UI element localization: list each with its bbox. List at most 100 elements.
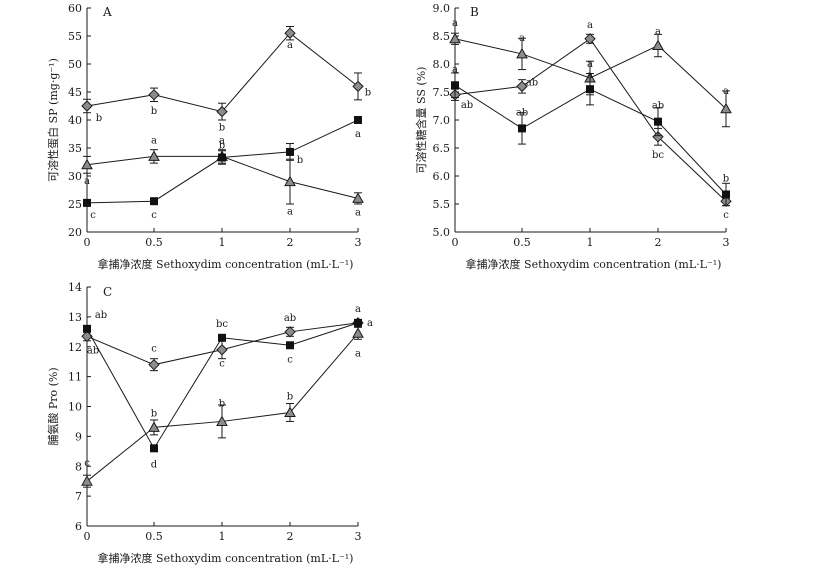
y-tick-label: 9 [75, 430, 82, 443]
x-tick-label: 3 [355, 236, 362, 249]
significance-label: a [587, 20, 593, 31]
data-point-square [354, 318, 362, 327]
y-tick-label: 60 [68, 2, 82, 15]
significance-label: c [151, 344, 157, 355]
data-point-diamond [284, 27, 296, 39]
data-point-square [518, 124, 526, 133]
panel-label: C [103, 285, 112, 299]
significance-label: ab [461, 100, 473, 111]
x-axis-title: 拿捕净浓度 Sethoxydim concentration (mL·L⁻¹) [466, 257, 722, 271]
data-point-triangle [284, 175, 296, 187]
series-diamond: b b b a b [81, 25, 371, 134]
data-point-diamond [148, 358, 160, 371]
data-point-diamond [584, 33, 596, 45]
significance-label: a [287, 207, 293, 218]
significance-label: b [297, 155, 303, 166]
significance-label: a [519, 33, 525, 44]
significance-label: a [452, 64, 458, 75]
significance-label: b [219, 141, 225, 152]
data-point-square [286, 147, 294, 156]
x-tick-label: 0 [84, 236, 91, 249]
y-tick-label: 8.0 [433, 58, 451, 71]
x-tick-label: 0 [84, 530, 91, 543]
data-point-triangle [720, 102, 732, 114]
data-point-triangle [216, 415, 228, 426]
chart-panel-b: 5.0 5.5 6.0 6.5 7.0 7.5 8.0 8.5 9.0 0 0.5 1 2 3拿捕净浓度 … [414, 2, 732, 271]
significance-label: c [151, 210, 157, 221]
data-point-square [150, 197, 158, 206]
y-tick-label: 11 [68, 371, 82, 384]
significance-label: b [219, 398, 225, 409]
y-tick-label: 13 [68, 311, 82, 324]
data-point-triangle [148, 150, 160, 161]
series-square: a ab a ab b [451, 64, 730, 207]
y-tick-label: 12 [68, 341, 82, 354]
significance-label: b [219, 123, 225, 134]
data-point-diamond [216, 105, 228, 118]
x-tick-label: 3 [723, 236, 730, 249]
data-point-square [722, 190, 730, 199]
significance-label: b [365, 87, 371, 98]
x-tick-label: 2 [287, 236, 294, 249]
y-tick-label: 30 [68, 170, 82, 183]
significance-label: a [452, 18, 458, 29]
y-tick-label: 8.5 [433, 30, 451, 43]
data-point-square [586, 85, 594, 94]
data-point-triangle [148, 421, 160, 432]
y-tick-label: 6 [75, 520, 82, 533]
x-tick-label: 1 [587, 236, 594, 249]
significance-label: b [151, 106, 157, 117]
significance-label: a [287, 40, 293, 51]
y-tick-label: 55 [68, 30, 82, 43]
significance-label: c [84, 458, 90, 469]
data-point-diamond [81, 100, 93, 112]
y-tick-label: 9.0 [433, 2, 451, 15]
significance-label: ab [516, 107, 528, 118]
x-axis-title: 拿捕净浓度 Sethoxydim concentration (mL·L⁻¹) [98, 257, 354, 271]
significance-label: a [723, 86, 729, 97]
x-tick-label: 3 [355, 530, 362, 543]
significance-label: a [367, 318, 373, 329]
y-tick-label: 10 [68, 401, 82, 414]
data-point-diamond [284, 326, 296, 338]
significance-label: ab [652, 101, 664, 112]
significance-label: a [355, 129, 361, 140]
significance-label: c [723, 210, 729, 221]
x-tick-label: 2 [287, 530, 294, 543]
series-line [86, 32, 359, 113]
y-axis-title: 可溶性蛋白 SP (mg·g⁻¹) [46, 58, 60, 182]
significance-label: b [287, 391, 293, 402]
significance-label: ab [526, 77, 538, 88]
data-point-triangle [652, 39, 664, 51]
x-tick-label: 0.5 [513, 236, 531, 249]
panel-label: A [102, 5, 112, 19]
data-point-triangle [352, 192, 364, 203]
x-tick-label: 1 [219, 530, 226, 543]
x-axis-title: 拿捕净浓度 Sethoxydim concentration (mL·L⁻¹) [98, 551, 354, 565]
data-point-diamond [652, 131, 664, 143]
significance-label: d [151, 459, 158, 470]
data-point-square [451, 81, 459, 90]
data-point-square [354, 116, 362, 124]
significance-label: a [587, 59, 593, 70]
data-point-square [218, 333, 226, 342]
data-point-triangle [352, 327, 364, 338]
y-tick-label: 7 [75, 490, 82, 503]
y-tick-label: 45 [68, 86, 82, 99]
y-axis-title: 脯氨酸 Pro (%) [46, 367, 60, 445]
data-point-square [83, 198, 91, 207]
significance-label: a [355, 348, 361, 359]
y-tick-label: 50 [68, 58, 82, 71]
significance-label: a [655, 27, 661, 38]
y-tick-label: 35 [68, 142, 82, 155]
significance-label: a [587, 70, 593, 81]
significance-label: ab [87, 345, 99, 356]
data-point-diamond [352, 80, 364, 93]
y-tick-label: 6.0 [433, 170, 451, 183]
y-tick-label: 8 [75, 460, 82, 473]
data-point-square [150, 444, 158, 453]
